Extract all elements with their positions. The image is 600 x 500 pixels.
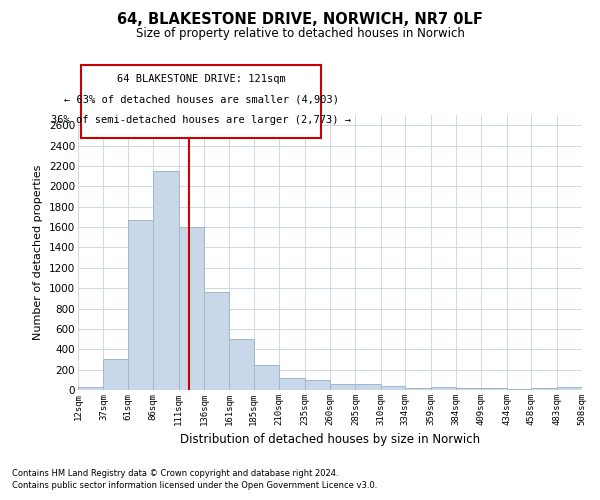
Text: Size of property relative to detached houses in Norwich: Size of property relative to detached ho… (136, 28, 464, 40)
Y-axis label: Number of detached properties: Number of detached properties (34, 165, 43, 340)
Bar (78, 387, 103, 390)
Bar (128, 220, 153, 390)
Bar (305, 380, 330, 390)
Bar (557, 387, 582, 390)
Text: 64 BLAKESTONE DRIVE: 121sqm: 64 BLAKESTONE DRIVE: 121sqm (116, 74, 286, 84)
Bar (405, 388, 431, 390)
Bar (279, 378, 305, 390)
Bar (381, 386, 405, 390)
Text: 36% of semi-detached houses are larger (2,773) →: 36% of semi-detached houses are larger (… (51, 116, 351, 126)
Bar (330, 384, 355, 390)
Bar (179, 227, 204, 390)
Bar (103, 360, 128, 390)
Text: ← 63% of detached houses are smaller (4,903): ← 63% of detached houses are smaller (4,… (64, 94, 338, 104)
Text: 64, BLAKESTONE DRIVE, NORWICH, NR7 0LF: 64, BLAKESTONE DRIVE, NORWICH, NR7 0LF (117, 12, 483, 28)
Bar (254, 364, 279, 390)
Bar (456, 388, 481, 390)
Bar (229, 338, 254, 390)
Text: Contains HM Land Registry data © Crown copyright and database right 2024.: Contains HM Land Registry data © Crown c… (12, 468, 338, 477)
Bar (355, 384, 381, 390)
Bar (153, 171, 179, 390)
X-axis label: Distribution of detached houses by size in Norwich: Distribution of detached houses by size … (180, 434, 480, 446)
Bar (204, 292, 229, 390)
Bar (431, 387, 456, 390)
Bar (531, 388, 557, 390)
Text: Contains public sector information licensed under the Open Government Licence v3: Contains public sector information licen… (12, 481, 377, 490)
Bar (481, 388, 507, 390)
